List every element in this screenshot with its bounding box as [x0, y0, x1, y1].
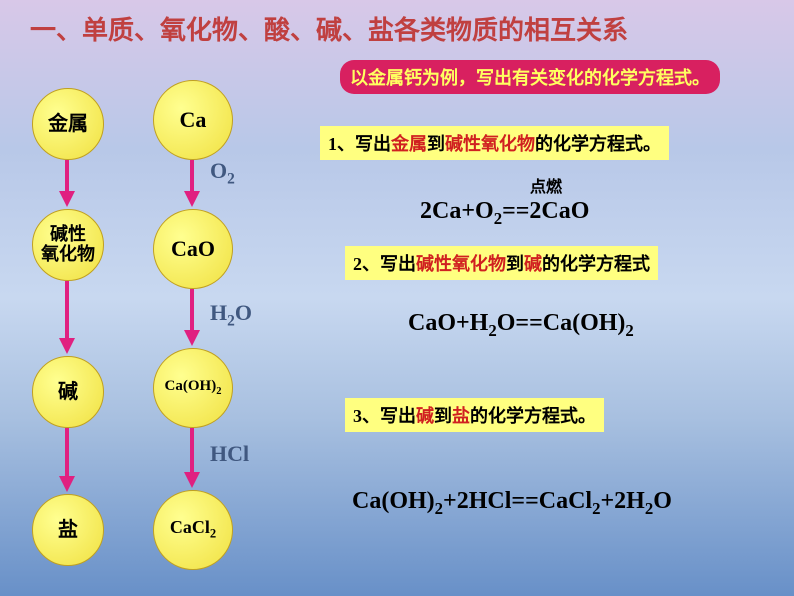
right-node-1: CaO — [153, 209, 233, 289]
equation-condition-0: 点燃 — [530, 173, 562, 197]
left-node-1: 碱性氧化物 — [32, 209, 104, 281]
instruction-2: 3、写出碱到盐的化学方程式。 — [345, 398, 604, 432]
right-node-3: CaCl2 — [153, 490, 233, 570]
left-node-label-2: 碱 — [58, 381, 78, 403]
equation-1: CaO+H2O==Ca(OH)2 — [408, 310, 634, 341]
right-arrowhead-0 — [184, 191, 200, 207]
equation-0: 2Ca+O2==2CaO — [420, 198, 589, 229]
right-node-label-2: Ca(OH)2 — [165, 378, 222, 398]
left-arrow-0 — [65, 160, 69, 193]
right-node-label-1: CaO — [171, 237, 215, 261]
reagent-1: H2O — [210, 300, 252, 330]
left-arrow-1 — [65, 281, 69, 340]
left-arrowhead-2 — [59, 476, 75, 492]
left-node-label-1: 碱性氧化物 — [41, 225, 95, 265]
left-arrowhead-0 — [59, 191, 75, 207]
left-node-label-0: 金属 — [48, 113, 88, 135]
left-node-3: 盐 — [32, 494, 104, 566]
left-arrowhead-1 — [59, 338, 75, 354]
right-arrow-2 — [190, 428, 194, 474]
left-node-2: 碱 — [32, 356, 104, 428]
instruction-0: 1、写出金属到碱性氧化物的化学方程式。 — [320, 126, 669, 160]
right-arrow-0 — [190, 160, 194, 193]
instruction-1: 2、写出碱性氧化物到碱的化学方程式 — [345, 246, 658, 280]
right-arrow-1 — [190, 289, 194, 332]
left-arrow-2 — [65, 428, 69, 478]
page-title: 一、单质、氧化物、酸、碱、盐各类物质的相互关系 — [30, 10, 628, 47]
right-arrowhead-2 — [184, 472, 200, 488]
subtitle: 以金属钙为例，写出有关变化的化学方程式。 — [340, 60, 720, 94]
right-node-label-0: Ca — [180, 108, 207, 132]
left-node-0: 金属 — [32, 88, 104, 160]
right-node-label-3: CaCl2 — [170, 518, 216, 541]
equation-2: Ca(OH)2+2HCl==CaCl2+2H2O — [352, 488, 672, 519]
right-arrowhead-1 — [184, 330, 200, 346]
right-node-2: Ca(OH)2 — [153, 348, 233, 428]
reagent-0: O2 — [210, 158, 235, 188]
reagent-2: HCl — [210, 441, 249, 467]
left-node-label-3: 盐 — [58, 519, 78, 541]
right-node-0: Ca — [153, 80, 233, 160]
